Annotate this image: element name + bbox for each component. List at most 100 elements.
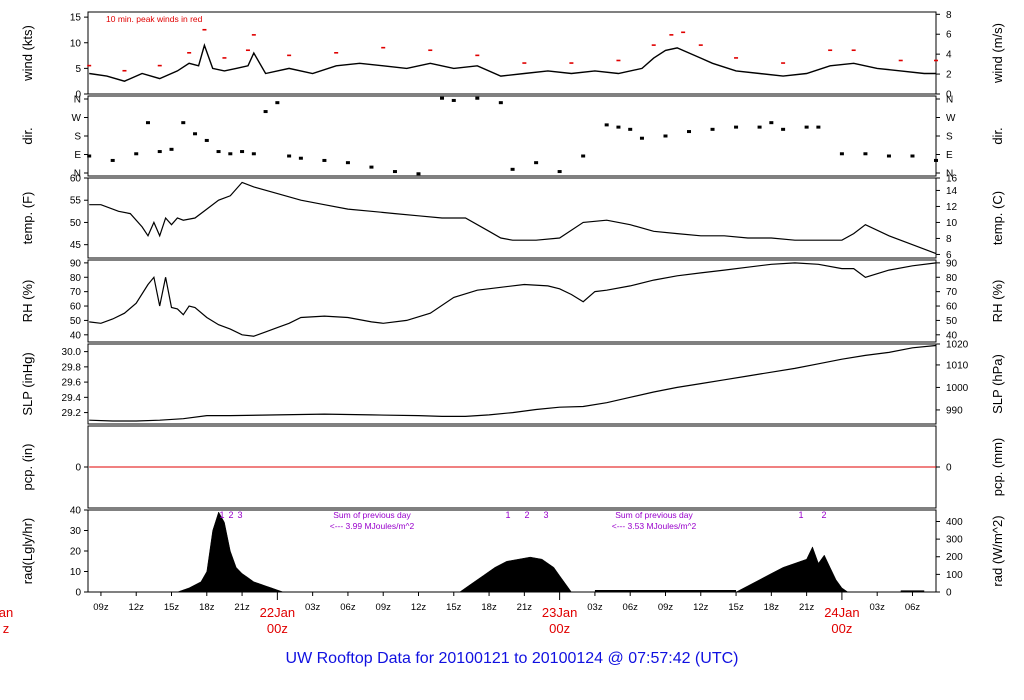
daily-sum-annotation: Sum of previous day <box>615 510 693 520</box>
peak-wind-point <box>851 49 856 52</box>
right-tick-label: 1020 <box>946 340 969 351</box>
peak-wind-point <box>781 62 786 64</box>
daily-sum-annotation: <--- 3.99 MJoules/m^2 <box>330 521 415 531</box>
y-axis-label-left: pcp. (in) <box>20 444 35 491</box>
direction-point <box>287 154 292 158</box>
left-tick-label: E <box>74 150 81 161</box>
y-axis-label-right: RH (%) <box>990 280 1005 323</box>
direction-point <box>416 172 421 176</box>
right-tick-label: 50 <box>946 316 958 327</box>
right-tick-label: 16 <box>946 174 958 185</box>
direction-point <box>663 134 668 138</box>
direction-point <box>475 96 480 100</box>
panel-frame <box>87 343 937 425</box>
day-label-time: 00z <box>549 621 570 636</box>
y-axis-label-left: temp. (F) <box>20 192 35 245</box>
direction-point <box>392 170 397 174</box>
left-tick-label: 40 <box>70 330 82 341</box>
time-tick-label: 18z <box>481 602 497 613</box>
left-tick-label: 15 <box>70 13 82 24</box>
direction-point <box>322 158 327 162</box>
right-tick-label: 80 <box>946 273 958 284</box>
direction-point <box>345 161 350 165</box>
y-axis-label-left: SLP (inHg) <box>20 352 35 415</box>
time-tick-label: 06z <box>340 602 356 613</box>
direction-point <box>781 127 786 131</box>
time-tick-label: 09z <box>658 602 674 613</box>
y-axis-label-right: wind (m/s) <box>990 23 1005 84</box>
left-tick-label: 90 <box>70 258 82 269</box>
left-tick-label: 29.2 <box>62 408 82 419</box>
peak-wind-point <box>122 69 127 72</box>
series-line-wind <box>89 43 936 82</box>
time-tick-label: 21z <box>517 602 533 613</box>
day-label: an <box>0 605 13 620</box>
right-tick-label: 14 <box>946 186 958 197</box>
direction-point <box>193 132 198 136</box>
peak-wind-point <box>616 59 621 62</box>
direction-point <box>769 121 774 125</box>
right-tick-label: 70 <box>946 287 958 298</box>
day-label-time: 00z <box>267 621 288 636</box>
left-tick-label: W <box>72 113 82 124</box>
peak-wind-point <box>475 54 480 57</box>
direction-point <box>228 152 233 156</box>
peak-wind-point <box>669 34 674 36</box>
direction-point <box>839 152 844 156</box>
direction-point <box>886 154 891 158</box>
right-tick-label: W <box>946 113 956 124</box>
y-axis-label-right: rad (W/m^2) <box>990 515 1005 586</box>
peak-wind-point <box>698 44 703 46</box>
right-tick-label: 6 <box>946 250 952 261</box>
peak-wind-point <box>222 57 227 59</box>
direction-point <box>910 154 915 158</box>
direction-point <box>216 150 221 154</box>
time-tick-label: 21z <box>234 602 250 613</box>
time-tick-label: 12z <box>693 602 709 613</box>
radiation-area <box>177 511 284 593</box>
right-tick-label: N <box>946 169 953 180</box>
right-tick-label: S <box>946 132 953 143</box>
direction-point <box>440 96 445 100</box>
y-axis-label-right: dir. <box>990 127 1005 144</box>
series-line-rh <box>89 262 937 337</box>
solar-marker: 2 <box>821 510 826 520</box>
left-tick-label: 80 <box>70 273 82 284</box>
series-line-temp <box>89 181 937 255</box>
series-line-slp <box>89 344 937 422</box>
right-tick-label: 0 <box>946 463 952 474</box>
y-axis-label-left: dir. <box>20 127 35 144</box>
day-label: 23Jan <box>542 605 577 620</box>
time-tick-label: 09z <box>93 602 109 613</box>
direction-point <box>534 161 539 165</box>
peak-wind-point <box>828 49 833 52</box>
time-tick-label: 18z <box>199 602 215 613</box>
direction-point <box>498 101 503 105</box>
time-tick-label: 12z <box>129 602 145 613</box>
left-tick-label: N <box>74 95 81 106</box>
y-axis-label-left: wind (kts) <box>20 25 35 82</box>
peak-wind-point <box>187 52 192 54</box>
chart-title: UW Rooftop Data for 20100121 to 20100124… <box>285 650 739 667</box>
left-tick-label: 45 <box>70 240 82 251</box>
peak-wind-point <box>334 52 339 54</box>
right-tick-label: 40 <box>946 330 958 341</box>
time-tick-label: 15z <box>164 602 180 613</box>
right-tick-label: 60 <box>946 302 958 313</box>
direction-point <box>157 150 162 154</box>
time-tick-label: 12z <box>411 602 427 613</box>
direction-point <box>628 127 633 131</box>
peak-wind-point <box>157 64 162 67</box>
peak-wind-point <box>522 62 527 64</box>
panel-frame <box>87 11 937 95</box>
day-label-time: z <box>3 621 10 636</box>
direction-point <box>816 125 821 129</box>
direction-point <box>275 101 280 105</box>
panel-frame <box>87 95 937 177</box>
right-tick-label: 2 <box>946 70 952 81</box>
daily-sum-annotation: Sum of previous day <box>333 510 411 520</box>
left-tick-label: 60 <box>70 174 82 185</box>
y-axis-label-left: rad(Lgly/hr) <box>20 518 35 584</box>
